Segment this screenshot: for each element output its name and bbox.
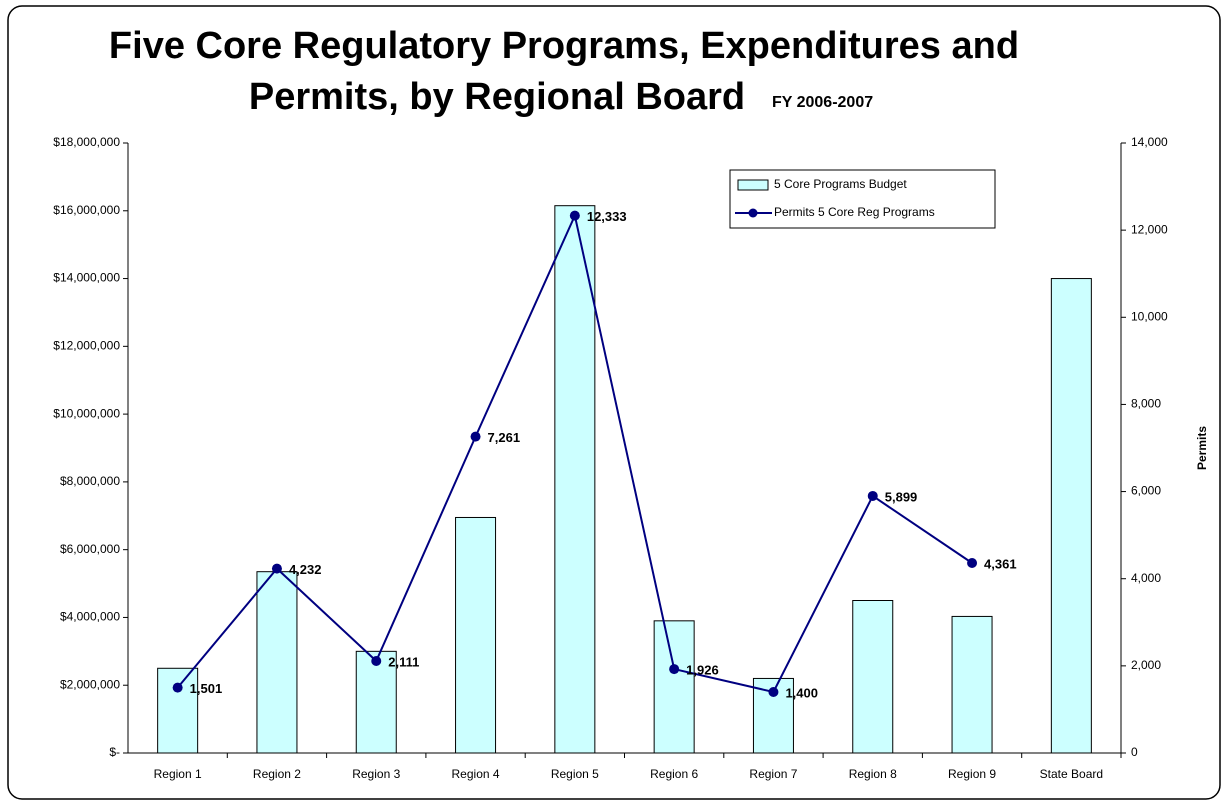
y2-axis-label: Permits — [1195, 426, 1209, 470]
line-marker — [172, 682, 183, 693]
y-tick-label: $2,000,000 — [60, 677, 120, 691]
chart-subtitle: FY 2006-2007 — [772, 94, 873, 111]
bar — [951, 615, 993, 754]
x-tick-label: State Board — [1040, 767, 1103, 781]
line-marker — [470, 431, 481, 442]
y-tick-label: $10,000,000 — [53, 406, 120, 420]
bar — [157, 667, 199, 754]
y2-tick-label: 4,000 — [1131, 571, 1161, 585]
x-tick-label: Region 5 — [551, 767, 599, 781]
line-marker — [669, 664, 680, 675]
data-label: 4,361 — [984, 556, 1017, 571]
x-tick-label: Region 1 — [154, 767, 202, 781]
bar — [852, 600, 894, 754]
legend-swatch — [737, 179, 769, 191]
bar — [355, 650, 397, 754]
data-label: 7,261 — [488, 430, 521, 445]
y-tick-label: $16,000,000 — [53, 203, 120, 217]
bar — [256, 571, 298, 754]
bar — [653, 620, 695, 754]
x-tick-label: Region 7 — [749, 767, 797, 781]
line-marker — [967, 557, 978, 568]
y-tick-label: $14,000,000 — [53, 271, 120, 285]
y2-tick-label: 14,000 — [1131, 135, 1168, 149]
data-label: 1,400 — [785, 685, 818, 700]
y-tick-label: $- — [109, 745, 120, 759]
y2-tick-label: 8,000 — [1131, 397, 1161, 411]
bar — [554, 205, 596, 754]
y-tick-label: $8,000,000 — [60, 474, 120, 488]
data-label: 1,501 — [190, 681, 223, 696]
chart-title: Five Core Regulatory Programs, Expenditu… — [109, 25, 1019, 67]
data-label: 1,926 — [686, 663, 719, 678]
data-label: 5,899 — [885, 489, 918, 504]
y-tick-label: $18,000,000 — [53, 135, 120, 149]
chart-title: Permits, by Regional Board — [249, 76, 745, 118]
x-tick-label: Region 4 — [452, 767, 500, 781]
legend-swatch — [748, 208, 758, 218]
legend-label: 5 Core Programs Budget — [774, 177, 907, 191]
y2-tick-label: 12,000 — [1131, 222, 1168, 236]
x-tick-label: Region 3 — [352, 767, 400, 781]
x-tick-label: Region 9 — [948, 767, 996, 781]
bar — [455, 516, 497, 754]
line-marker — [867, 490, 878, 501]
y2-tick-label: 10,000 — [1131, 309, 1168, 323]
data-label: 2,111 — [388, 654, 419, 669]
y-tick-label: $6,000,000 — [60, 542, 120, 556]
x-tick-label: Region 2 — [253, 767, 301, 781]
line-marker — [569, 210, 580, 221]
line-marker — [271, 563, 282, 574]
y-tick-label: $4,000,000 — [60, 610, 120, 624]
legend-label: Permits 5 Core Reg Programs — [774, 205, 935, 219]
legend-box — [729, 169, 996, 229]
y2-tick-label: 6,000 — [1131, 484, 1161, 498]
x-tick-label: Region 8 — [849, 767, 897, 781]
y2-tick-label: 2,000 — [1131, 658, 1161, 672]
line-marker — [371, 656, 382, 667]
x-tick-label: Region 6 — [650, 767, 698, 781]
y2-tick-label: 0 — [1131, 745, 1138, 759]
y-tick-label: $12,000,000 — [53, 339, 120, 353]
bar — [1050, 278, 1092, 754]
data-label: 12,333 — [587, 209, 627, 224]
line-marker — [768, 687, 779, 697]
data-label: 4,232 — [289, 562, 322, 577]
